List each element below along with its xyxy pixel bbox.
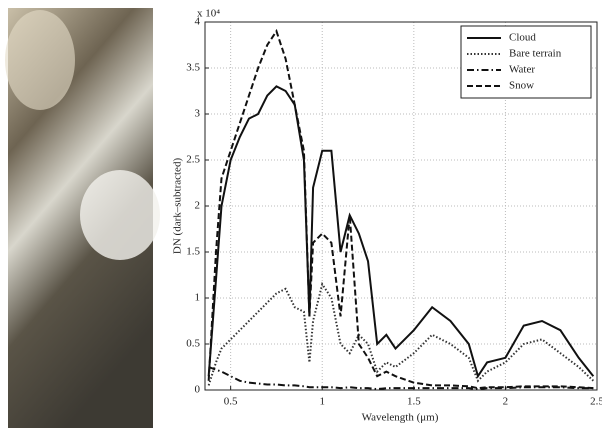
y-axis-label: DN (dark–subtracted)	[172, 158, 184, 255]
terrain-region	[5, 10, 75, 110]
y-tick-label: 1.5	[186, 246, 200, 258]
y-tick-label: 2.5	[186, 154, 200, 166]
y-tick-label: 0	[195, 384, 201, 396]
y-tick-label: 3	[195, 108, 201, 120]
series-line	[208, 366, 594, 391]
legend-label: Cloud	[509, 32, 536, 44]
plot-frame	[204, 21, 598, 391]
x-tick-label: 1	[319, 396, 325, 408]
x-tick-label: 1.5	[407, 396, 421, 408]
x-tick-label: 2	[503, 396, 509, 408]
x-axis-label: Wavelength (μm)	[362, 412, 439, 424]
y-tick-label: 0.5	[186, 338, 200, 350]
series-line	[207, 28, 594, 390]
legend-label: Snow	[509, 80, 534, 92]
y-tick-label: 3.5	[186, 62, 200, 74]
cloud-region	[80, 170, 160, 260]
series-line	[207, 85, 595, 379]
y-multiplier: x 10⁴	[197, 8, 220, 20]
x-tick-label: 2.5	[590, 396, 602, 408]
series-line	[207, 281, 595, 386]
y-tick-label: 1	[195, 292, 201, 304]
legend-label: Bare terrain	[509, 48, 562, 60]
y-tick-label: 2	[195, 200, 201, 212]
x-tick-label: 0.5	[224, 396, 238, 408]
legend-label: Water	[509, 64, 535, 76]
y-tick-label: 4	[195, 16, 201, 28]
